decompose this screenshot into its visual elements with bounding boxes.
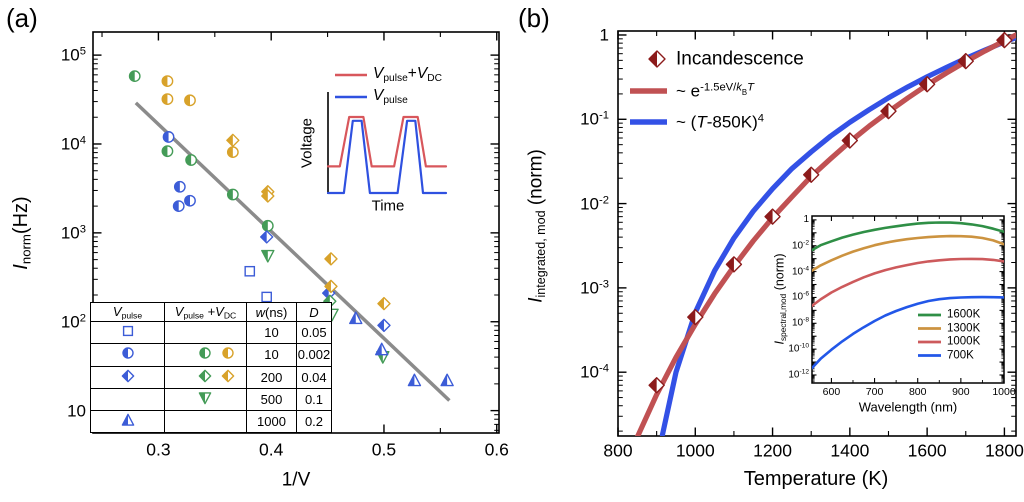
marker-legend-table: Vpulse Vpulse +VDC w(ns) D 10 0.05 10 0.002 200 0… [90, 301, 332, 434]
a-y-tick-label: 103 [60, 223, 86, 243]
table-cell-vdc [164, 321, 247, 345]
spectral-x-tick-label: 800 [908, 385, 927, 398]
table-cell-duty: 0.05 [296, 321, 332, 345]
table-header: Vpulse +VDC [164, 301, 247, 323]
b-x-tick-label: 1800 [984, 440, 1024, 461]
table-cell-duty: 0.04 [296, 365, 332, 389]
table-row: 10 0.002 [90, 343, 332, 367]
spectral-y-tick-label: 10-4 [792, 265, 809, 277]
table-cell-vpulse [90, 387, 165, 411]
spectral-y-tick-label: 10-10 [788, 342, 809, 355]
table-header: w(ns) [246, 301, 297, 323]
waveform-time-label: Time [371, 197, 405, 215]
a-y-tick-label: 102 [60, 312, 86, 332]
spectral-y-tick-label: 10-12 [788, 368, 809, 381]
legend-red-formula: ~ e-1.5eV/kBT [676, 81, 754, 101]
waveform-legend-vpulse: Vpulse [373, 86, 408, 106]
a-x-tick-label: 0.3 [146, 439, 171, 460]
table-cell-vdc [164, 387, 247, 411]
panel-b-x-axis-title: Temperature (K) [743, 468, 889, 490]
table-cell-vdc [164, 409, 247, 434]
b-y-tick-label: 1 [599, 25, 609, 45]
legend-blue-formula: ~ (T-850K)4 [676, 112, 764, 132]
a-y-tick-label: 104 [60, 134, 86, 154]
table-cell-vdc [164, 343, 247, 367]
b-y-tick-label: 10-4 [580, 362, 609, 382]
table-header: Vpulse [90, 301, 165, 323]
spectral-inset-x-axis-title: Wavelength (nm) [858, 399, 958, 415]
spectral-x-tick-label: 600 [822, 385, 841, 398]
b-x-tick-label: 1000 [675, 440, 715, 461]
table-row: 200 0.04 [90, 365, 332, 389]
spectral-y-tick-label: 1 [803, 213, 809, 225]
spectral-x-tick-label: 1000 [992, 385, 1016, 398]
spectral-legend-1000K: 1000K [947, 335, 981, 348]
a-y-tick-label: 105 [60, 45, 86, 65]
table-row: 1000 0.2 [90, 409, 332, 434]
panel-b-y-axis-title: Iintegrated, mod (norm) [525, 149, 548, 303]
spectral-y-tick-label: 10-6 [792, 291, 809, 303]
spectral-y-tick-label: 10-8 [792, 316, 809, 329]
spectral-y-axis-title: Ispectral,mod (norm) [772, 253, 789, 345]
b-x-tick-label: 1200 [753, 440, 793, 461]
a-x-tick-label: 0.4 [259, 439, 284, 460]
table-header-row: Vpulse Vpulse +VDC w(ns) D [90, 301, 332, 323]
table-marker-cell [122, 326, 133, 337]
panel-b-label: (b) [518, 3, 550, 33]
b-x-tick-label: 1600 [907, 440, 947, 461]
waveform-legend-vpulse-vdc: Vpulse+VDC [373, 64, 442, 84]
spectral-legend-1300K: 1300K [947, 321, 981, 334]
b-y-tick-label: 10-1 [580, 109, 609, 129]
table-cell-width: 10 [246, 343, 297, 367]
table-cell-vdc [164, 365, 247, 389]
table-cell-duty: 0.1 [296, 387, 332, 411]
panel-a-y-axis-title: Inorm(Hz) [10, 196, 34, 270]
b-x-tick-label: 1400 [830, 440, 870, 461]
panel-a-x-axis-title: 1/V [281, 469, 311, 491]
table-marker-cell [121, 369, 134, 382]
table-cell-vpulse [90, 343, 165, 367]
spectral-x-tick-label: 900 [952, 385, 970, 398]
table-marker-cell [198, 347, 234, 360]
spectral-legend-1600K: 1600K [947, 308, 981, 321]
table-row: 10 0.05 [90, 321, 332, 345]
b-x-tick-label: 800 [603, 440, 633, 461]
b-y-tick-label: 10-2 [580, 194, 609, 214]
a-y-tick-label: 10 [67, 401, 86, 421]
table-header: D [296, 301, 332, 323]
table-marker-cell [121, 413, 134, 426]
table-cell-width: 500 [246, 387, 297, 411]
table-marker-cell [198, 369, 234, 382]
table-marker-cell [121, 347, 134, 360]
table-cell-vpulse [90, 365, 165, 389]
spectral-legend-700K: 700K [947, 348, 974, 361]
table-cell-vpulse [90, 409, 165, 434]
waveform-voltage-label: Voltage [298, 117, 316, 169]
table-cell-width: 10 [246, 321, 297, 345]
spectral-y-tick-label: 10-2 [792, 239, 809, 252]
table-cell-duty: 0.2 [296, 409, 332, 434]
b-y-tick-label: 10-3 [580, 278, 609, 298]
spectral-x-tick-label: 700 [865, 385, 884, 398]
a-x-tick-label: 0.5 [371, 439, 397, 460]
table-cell-duty: 0.002 [296, 343, 332, 367]
table-cell-width: 1000 [246, 409, 297, 434]
table-cell-vpulse [90, 321, 165, 345]
panel-a-label: (a) [6, 3, 38, 33]
legend-incandescence-label: Incandescence [676, 48, 804, 70]
table-row: 500 0.1 [90, 387, 332, 411]
a-x-tick-label: 0.6 [484, 439, 509, 460]
table-cell-width: 200 [246, 365, 297, 389]
table-marker-cell [198, 391, 211, 405]
